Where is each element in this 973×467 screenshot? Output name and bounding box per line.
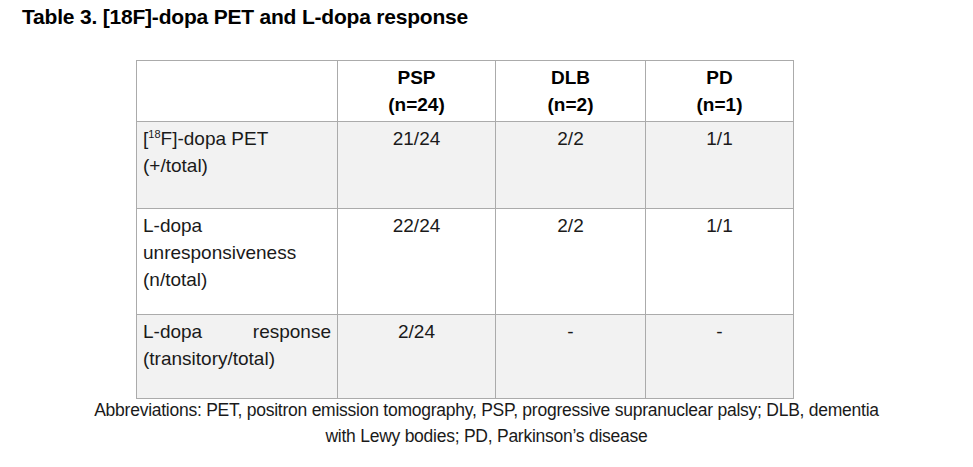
data-table: PSP (n=24) DLB (n=2) PD (n=1) [18F]-dopa… — [136, 60, 794, 399]
column-n: (n=24) — [344, 91, 489, 118]
cell-dlb-value: 2/2 — [496, 209, 646, 315]
cell-pd-value: 1/1 — [646, 209, 794, 315]
cell-psp-value: 22/24 — [338, 209, 496, 315]
table-row-fdopa-pet: [18F]-dopa PET (+/total) 21/24 2/2 1/1 — [137, 122, 794, 209]
table-title: Table 3. [18F]-dopa PET and L-dopa respo… — [22, 5, 468, 29]
cell-dlb-value: 2/2 — [496, 122, 646, 209]
column-header-psp: PSP (n=24) — [338, 61, 496, 122]
table-container: PSP (n=24) DLB (n=2) PD (n=1) [18F]-dopa… — [136, 60, 794, 399]
table-row-ldopa-unresponsiveness: L-dopa unresponsiveness (n/total) 22/24 … — [137, 209, 794, 315]
column-header-pd: PD (n=1) — [646, 61, 794, 122]
row-label-fdopa-pet: [18F]-dopa PET (+/total) — [137, 122, 338, 209]
column-header-dlb: DLB (n=2) — [496, 61, 646, 122]
column-n: (n=1) — [652, 91, 787, 118]
document-page: Table 3. [18F]-dopa PET and L-dopa respo… — [0, 0, 973, 467]
cell-dlb-value: - — [496, 315, 646, 399]
cell-psp-value: 21/24 — [338, 122, 496, 209]
cell-pd-value: 1/1 — [646, 122, 794, 209]
footnote-line-2: with Lewy bodies; PD, Parkinson’s diseas… — [0, 423, 973, 449]
row-label-ldopa-unresponsiveness: L-dopa unresponsiveness (n/total) — [137, 209, 338, 315]
header-row: PSP (n=24) DLB (n=2) PD (n=1) — [137, 61, 794, 122]
column-name: PSP — [344, 64, 489, 91]
column-n: (n=2) — [502, 91, 639, 118]
cell-pd-value: - — [646, 315, 794, 399]
isotope-superscript: 18 — [148, 128, 160, 140]
cell-psp-value: 2/24 — [338, 315, 496, 399]
label-post: F]-dopa PET (+/total) — [143, 128, 268, 176]
footnote-line-1: Abbreviations: PET, positron emission to… — [0, 397, 973, 423]
column-name: PD — [652, 64, 787, 91]
table-row-ldopa-response: L-dopa response (transitory/total) 2/24 … — [137, 315, 794, 399]
column-name: DLB — [502, 64, 639, 91]
abbreviations-footnote: Abbreviations: PET, positron emission to… — [0, 397, 973, 449]
header-empty-cell — [137, 61, 338, 122]
row-label-ldopa-response: L-dopa response (transitory/total) — [137, 315, 338, 399]
